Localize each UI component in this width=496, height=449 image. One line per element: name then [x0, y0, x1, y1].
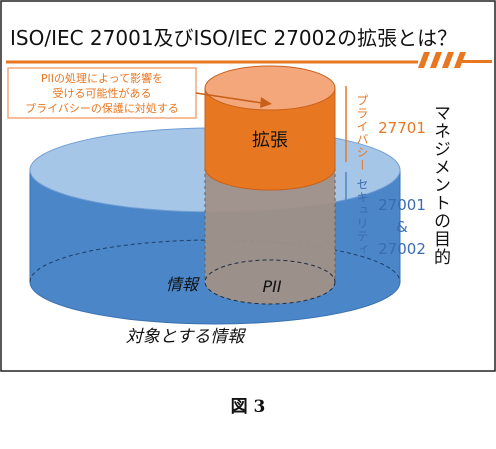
- page-title: ISO/IEC 27001及びISO/IEC 27002の拡張とは？: [10, 26, 458, 50]
- security-side-label: セキュリティ: [355, 178, 369, 256]
- security-amp: &: [396, 218, 408, 236]
- callout-line-3: プライバシーの保護に対処する: [25, 101, 179, 115]
- management-purpose-label: マネジメントの目的: [430, 104, 450, 266]
- figure-frame: PIIの処理によって影響を 受ける可能性がある プライバシーの保護に対処する 拡…: [0, 0, 496, 372]
- target-information-label: 対象とする情報: [126, 327, 246, 347]
- security-standard-1: 27001: [378, 196, 426, 214]
- callout-box: [7, 67, 197, 119]
- diagram-canvas: PIIの処理によって影響を 受ける可能性がある プライバシーの保護に対処する 拡…: [0, 0, 496, 372]
- pii-column: [204, 168, 336, 305]
- brand-logo-icon: [418, 52, 492, 68]
- callout-line-1: PIIの処理によって影響を: [41, 71, 163, 85]
- callout-line-2: 受ける可能性がある: [53, 86, 152, 100]
- figure-caption: 図 3: [230, 397, 266, 417]
- expansion-label: 拡張: [252, 130, 288, 151]
- privacy-side-label: プライバシー: [355, 94, 369, 172]
- security-standard-2: 27002: [378, 240, 426, 258]
- privacy-standard: 27701: [378, 119, 426, 137]
- pii-label: PII: [262, 277, 281, 296]
- callout-arrow-icon: [195, 92, 272, 108]
- information-label: 情報: [166, 275, 200, 294]
- expansion-cylinder: [204, 65, 336, 191]
